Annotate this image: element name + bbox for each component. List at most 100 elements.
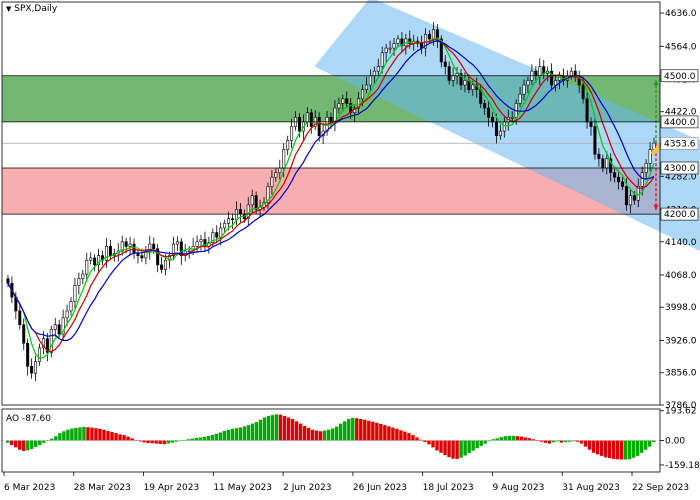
ao-bar [222,430,227,441]
ao-tick-label: 0.00 [665,437,685,447]
ao-bar [407,433,411,441]
ao-bar [423,440,427,443]
ao-bar [14,440,18,448]
y-tick-label: 4068.0 [665,271,697,281]
candle [128,236,132,256]
ao-text: AO -87.60 [6,414,51,424]
y-tick-label: 4140.0 [665,238,697,248]
candle [384,43,388,62]
ao-bar [218,432,223,441]
candle [597,148,601,167]
ao-bar [110,432,114,441]
x-tick-label: 18 Jul 2023 [423,483,474,493]
ao-bar [387,426,391,441]
ao-bar [371,421,375,441]
ao-bar [547,440,552,444]
ao-bar [347,418,351,441]
ao-bar [483,440,487,444]
ao-bar [90,427,94,441]
ao-bar [363,419,367,441]
ao-bar [351,417,355,441]
ao-bar [411,435,415,441]
dropdown-triangle-icon[interactable]: ▼ [6,5,12,13]
ao-bar [202,436,207,441]
candle [148,235,152,260]
ao-bar [306,427,311,441]
ao-bar [383,425,387,441]
ao-bar [294,421,299,441]
candle [57,319,61,338]
candle [337,97,341,114]
candle [435,24,439,49]
candle [89,252,93,265]
candle [522,79,526,101]
candle [101,250,105,266]
level-label: 4300.0 [664,164,696,174]
ao-bar [34,440,38,447]
ao-bar [491,439,495,441]
ao-bar [591,440,596,453]
candle [34,355,38,382]
x-tick-label: 6 Mar 2023 [4,483,55,493]
ao-bar [439,440,443,453]
ao-bar [166,440,170,444]
candle [30,358,34,379]
ao-bar [130,438,134,441]
ao-bar [339,423,343,441]
candle [227,211,231,231]
ao-bar [54,436,58,441]
candle [203,231,207,252]
ao-bar [623,440,628,460]
ao-bar [170,440,174,443]
candle [286,135,290,156]
ao-bar [451,440,455,459]
ao-bar [503,436,507,441]
candle [443,55,447,75]
ao-bar [359,418,363,441]
candle [510,111,514,123]
ao-bar [403,431,407,441]
candle [18,302,22,330]
candle [621,176,625,191]
ao-tick-label: -159.18 [665,461,700,471]
candle [22,318,26,351]
ao-bar [182,440,186,441]
ao-bar [651,440,656,443]
candle [85,252,89,282]
ao-bar [234,428,239,441]
candle [223,219,227,233]
x-tick-label: 31 Aug 2023 [562,483,620,493]
candle [593,118,597,160]
x-tick-label: 2 Jun 2023 [283,483,331,493]
candle [554,74,558,92]
ao-bar [146,440,150,443]
candle [93,254,97,272]
candle [613,168,617,183]
ao-bar [22,440,26,451]
ao-bar [282,415,287,441]
candle [49,325,53,358]
ao-bar [415,437,419,441]
ao-bar [194,438,198,441]
candle [628,189,632,214]
ao-bar [158,440,162,444]
x-tick-label: 22 Sep 2023 [632,483,689,493]
ao-bar [431,440,435,448]
candle [317,112,321,142]
ao-bar [266,415,271,441]
ao-bar [343,421,347,441]
level-label: 4500.0 [664,72,696,82]
candle [400,31,404,53]
candle [459,68,463,91]
ao-bar [635,440,640,456]
candle [526,76,530,94]
candle [175,236,179,251]
ao-bar [314,430,319,441]
ao-bar [178,440,182,442]
candle [364,76,368,94]
ao-bar [607,440,612,459]
candle [207,236,211,254]
candle [156,244,160,273]
ao-bar [214,433,219,441]
ao-bar [62,431,66,441]
